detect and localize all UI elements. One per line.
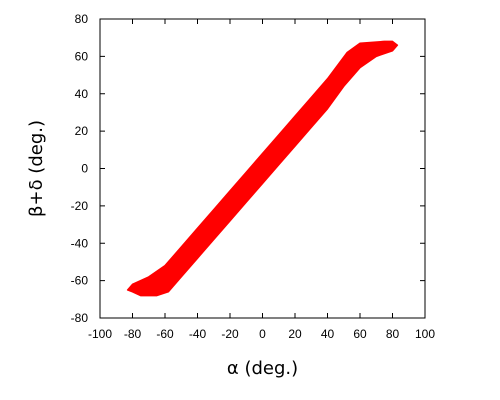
x-tick-label: 40 — [321, 327, 335, 341]
x-tick-label: 100 — [415, 327, 435, 341]
y-axis-label: β+δ (deg.) — [26, 120, 47, 217]
y-tick-label: -80 — [71, 311, 89, 325]
x-tick-label: 0 — [259, 327, 266, 341]
x-tick-label: -80 — [124, 327, 142, 341]
x-tick-label: 20 — [288, 327, 302, 341]
x-tick-label: -60 — [156, 327, 174, 341]
y-tick-label: 0 — [81, 162, 88, 176]
y-tick-label: 80 — [75, 12, 89, 26]
y-tick-label: 40 — [75, 87, 89, 101]
y-tick-label: 60 — [75, 49, 89, 63]
x-tick-label: 80 — [386, 327, 400, 341]
data-series-0 — [126, 40, 399, 297]
y-tick-labels: -80 -60 -40 -20 0 20 40 60 80 — [71, 12, 89, 325]
y-tick-label: -20 — [71, 199, 89, 213]
y-tick-label: -40 — [71, 236, 89, 250]
x-tick-label: -20 — [221, 327, 239, 341]
data-region — [126, 40, 399, 297]
x-axis-label: α (deg.) — [227, 358, 298, 379]
x-tick-labels: -100 -80 -60 -40 -20 0 20 40 60 80 100 — [88, 327, 435, 341]
axis-ticks — [99, 18, 426, 319]
x-tick-label: 60 — [353, 327, 367, 341]
y-tick-label: -60 — [71, 274, 89, 288]
x-tick-label: -40 — [189, 327, 207, 341]
y-tick-label: 20 — [75, 124, 89, 138]
x-tick-label: -100 — [88, 327, 112, 341]
